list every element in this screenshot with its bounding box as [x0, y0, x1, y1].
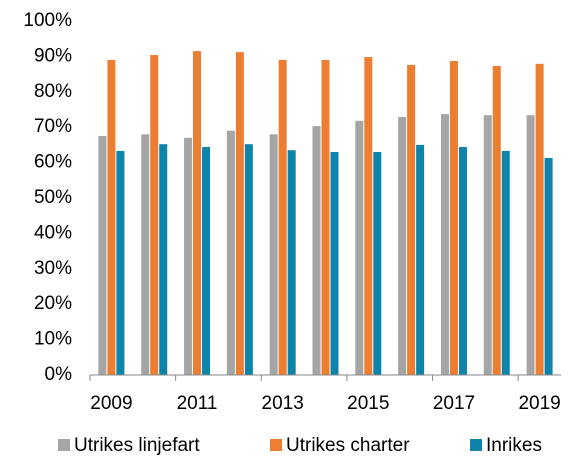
y-tick-label: 20% — [34, 293, 72, 314]
bar — [235, 52, 244, 375]
y-tick-label: 10% — [34, 329, 72, 350]
bar — [483, 115, 492, 375]
bar — [312, 126, 321, 375]
bar — [458, 147, 467, 375]
bar — [287, 150, 296, 375]
bar — [141, 134, 150, 375]
y-tick-label: 90% — [34, 45, 72, 66]
x-tick-label: 2019 — [518, 393, 560, 414]
bar — [535, 63, 544, 376]
bar — [159, 144, 168, 375]
bar — [202, 147, 211, 375]
x-tick-label: 2017 — [433, 393, 475, 414]
bar — [278, 59, 287, 375]
bar — [407, 64, 416, 376]
bar — [355, 120, 364, 375]
y-tick-label: 60% — [34, 152, 72, 173]
x-tick-label: 2013 — [262, 393, 304, 414]
bar — [526, 115, 535, 375]
y-tick-label: 30% — [34, 258, 72, 279]
bar — [150, 54, 159, 375]
bar — [226, 130, 235, 375]
x-tick-label: 2009 — [90, 393, 132, 414]
legend-swatch — [58, 439, 70, 451]
bar — [107, 59, 116, 375]
y-tick-label: 40% — [34, 222, 72, 243]
y-tick-label: 70% — [34, 116, 72, 137]
bar — [373, 151, 382, 375]
x-tick-label: 2015 — [347, 393, 389, 414]
bar — [116, 150, 125, 375]
bar — [269, 134, 278, 375]
y-tick-label: 100% — [23, 10, 72, 31]
bar — [501, 150, 510, 375]
bar — [492, 65, 501, 375]
legend-label: Inrikes — [486, 435, 542, 456]
bar — [98, 136, 107, 375]
bar — [440, 114, 449, 376]
bar — [364, 57, 373, 375]
y-tick-label: 80% — [34, 81, 72, 102]
bar — [244, 144, 253, 375]
legend-label: Utrikes charter — [286, 435, 410, 456]
bar — [193, 51, 202, 376]
legend-label: Utrikes linjefart — [74, 435, 200, 456]
y-tick-label: 0% — [45, 364, 73, 385]
bar — [449, 61, 458, 375]
bar — [544, 157, 553, 375]
bar — [416, 144, 425, 375]
y-tick-label: 50% — [34, 187, 72, 208]
bar — [330, 151, 339, 375]
legend-swatch — [470, 439, 482, 451]
bar — [184, 137, 193, 375]
legend-swatch — [270, 439, 282, 451]
bar — [398, 116, 407, 376]
bar — [321, 59, 330, 375]
x-tick-label: 2011 — [177, 393, 218, 414]
